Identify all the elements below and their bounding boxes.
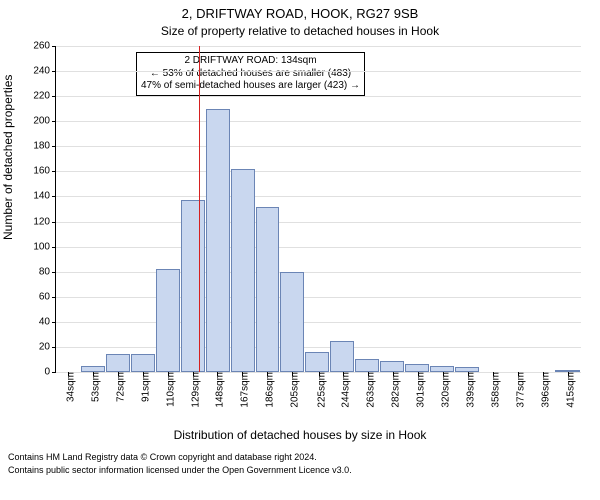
- gridline-h: [56, 96, 581, 97]
- footer-line-1: Contains HM Land Registry data © Crown c…: [8, 452, 592, 463]
- plot-area: 2 DRIFTWAY ROAD: 134sqm ← 53% of detache…: [55, 46, 581, 373]
- xtick-label: 358sqm: [485, 372, 502, 408]
- xtick-label: 244sqm: [335, 372, 352, 408]
- ytick-label: 200: [33, 116, 56, 127]
- xtick-label: 34sqm: [59, 372, 76, 402]
- ytick-label: 180: [33, 141, 56, 152]
- chart-title: 2, DRIFTWAY ROAD, HOOK, RG27 9SB: [0, 6, 600, 21]
- xtick-label: 282sqm: [385, 372, 402, 408]
- gridline-h: [56, 46, 581, 47]
- annotation-line-2: ← 53% of detached houses are smaller (48…: [141, 68, 360, 81]
- xtick-label: 129sqm: [184, 372, 201, 408]
- xtick-label: 396sqm: [534, 372, 551, 408]
- gridline-h: [56, 322, 581, 323]
- marker-line: [199, 46, 200, 372]
- ytick-label: 40: [39, 316, 56, 327]
- xtick-label: 148sqm: [209, 372, 226, 408]
- xtick-label: 301sqm: [410, 372, 427, 408]
- ytick-label: 240: [33, 66, 56, 77]
- annotation-line-3: 47% of semi-detached houses are larger (…: [141, 80, 360, 93]
- gridline-h: [56, 196, 581, 197]
- footer-line-2: Contains public sector information licen…: [8, 465, 592, 476]
- histogram-bar: [231, 169, 255, 372]
- ytick-label: 260: [33, 41, 56, 52]
- y-axis-label: Number of detached properties: [1, 75, 15, 240]
- gridline-h: [56, 297, 581, 298]
- histogram-bar: [405, 364, 429, 372]
- gridline-h: [56, 222, 581, 223]
- histogram-bar: [256, 207, 280, 373]
- xtick-label: 72sqm: [109, 372, 126, 402]
- gridline-h: [56, 272, 581, 273]
- histogram-bar: [156, 269, 180, 372]
- xtick-label: 377sqm: [510, 372, 527, 408]
- ytick-label: 220: [33, 91, 56, 102]
- gridline-h: [56, 347, 581, 348]
- xtick-label: 205sqm: [284, 372, 301, 408]
- xtick-label: 53sqm: [84, 372, 101, 402]
- xtick-label: 91sqm: [134, 372, 151, 402]
- xtick-label: 225sqm: [310, 372, 327, 408]
- xtick-label: 110sqm: [159, 372, 176, 407]
- histogram-bar: [355, 359, 379, 372]
- gridline-h: [56, 171, 581, 172]
- xtick-label: 339sqm: [460, 372, 477, 408]
- gridline-h: [56, 121, 581, 122]
- x-axis-label: Distribution of detached houses by size …: [0, 428, 600, 442]
- histogram-bar: [106, 354, 130, 372]
- xtick-label: 186sqm: [259, 372, 276, 408]
- ytick-label: 0: [44, 367, 56, 378]
- ytick-label: 60: [39, 291, 56, 302]
- xtick-label: 167sqm: [234, 372, 251, 408]
- xtick-label: 320sqm: [435, 372, 452, 408]
- xtick-label: 263sqm: [360, 372, 377, 408]
- histogram-bar: [330, 341, 354, 372]
- gridline-h: [56, 146, 581, 147]
- gridline-h: [56, 71, 581, 72]
- ytick-label: 120: [33, 216, 56, 227]
- xtick-label: 415sqm: [559, 372, 576, 408]
- ytick-label: 100: [33, 241, 56, 252]
- ytick-label: 20: [39, 341, 56, 352]
- histogram-bar: [280, 272, 304, 372]
- histogram-bar: [131, 354, 155, 372]
- gridline-h: [56, 247, 581, 248]
- annotation-line-1: 2 DRIFTWAY ROAD: 134sqm: [141, 55, 360, 68]
- chart-subtitle: Size of property relative to detached ho…: [0, 24, 600, 38]
- histogram-bar: [305, 352, 329, 372]
- ytick-label: 140: [33, 191, 56, 202]
- chart-container: 2, DRIFTWAY ROAD, HOOK, RG27 9SB Size of…: [0, 0, 600, 500]
- histogram-bar: [181, 200, 205, 372]
- ytick-label: 80: [39, 266, 56, 277]
- histogram-bar: [206, 109, 230, 372]
- annotation-box: 2 DRIFTWAY ROAD: 134sqm ← 53% of detache…: [136, 52, 365, 96]
- ytick-label: 160: [33, 166, 56, 177]
- histogram-bar: [380, 361, 404, 372]
